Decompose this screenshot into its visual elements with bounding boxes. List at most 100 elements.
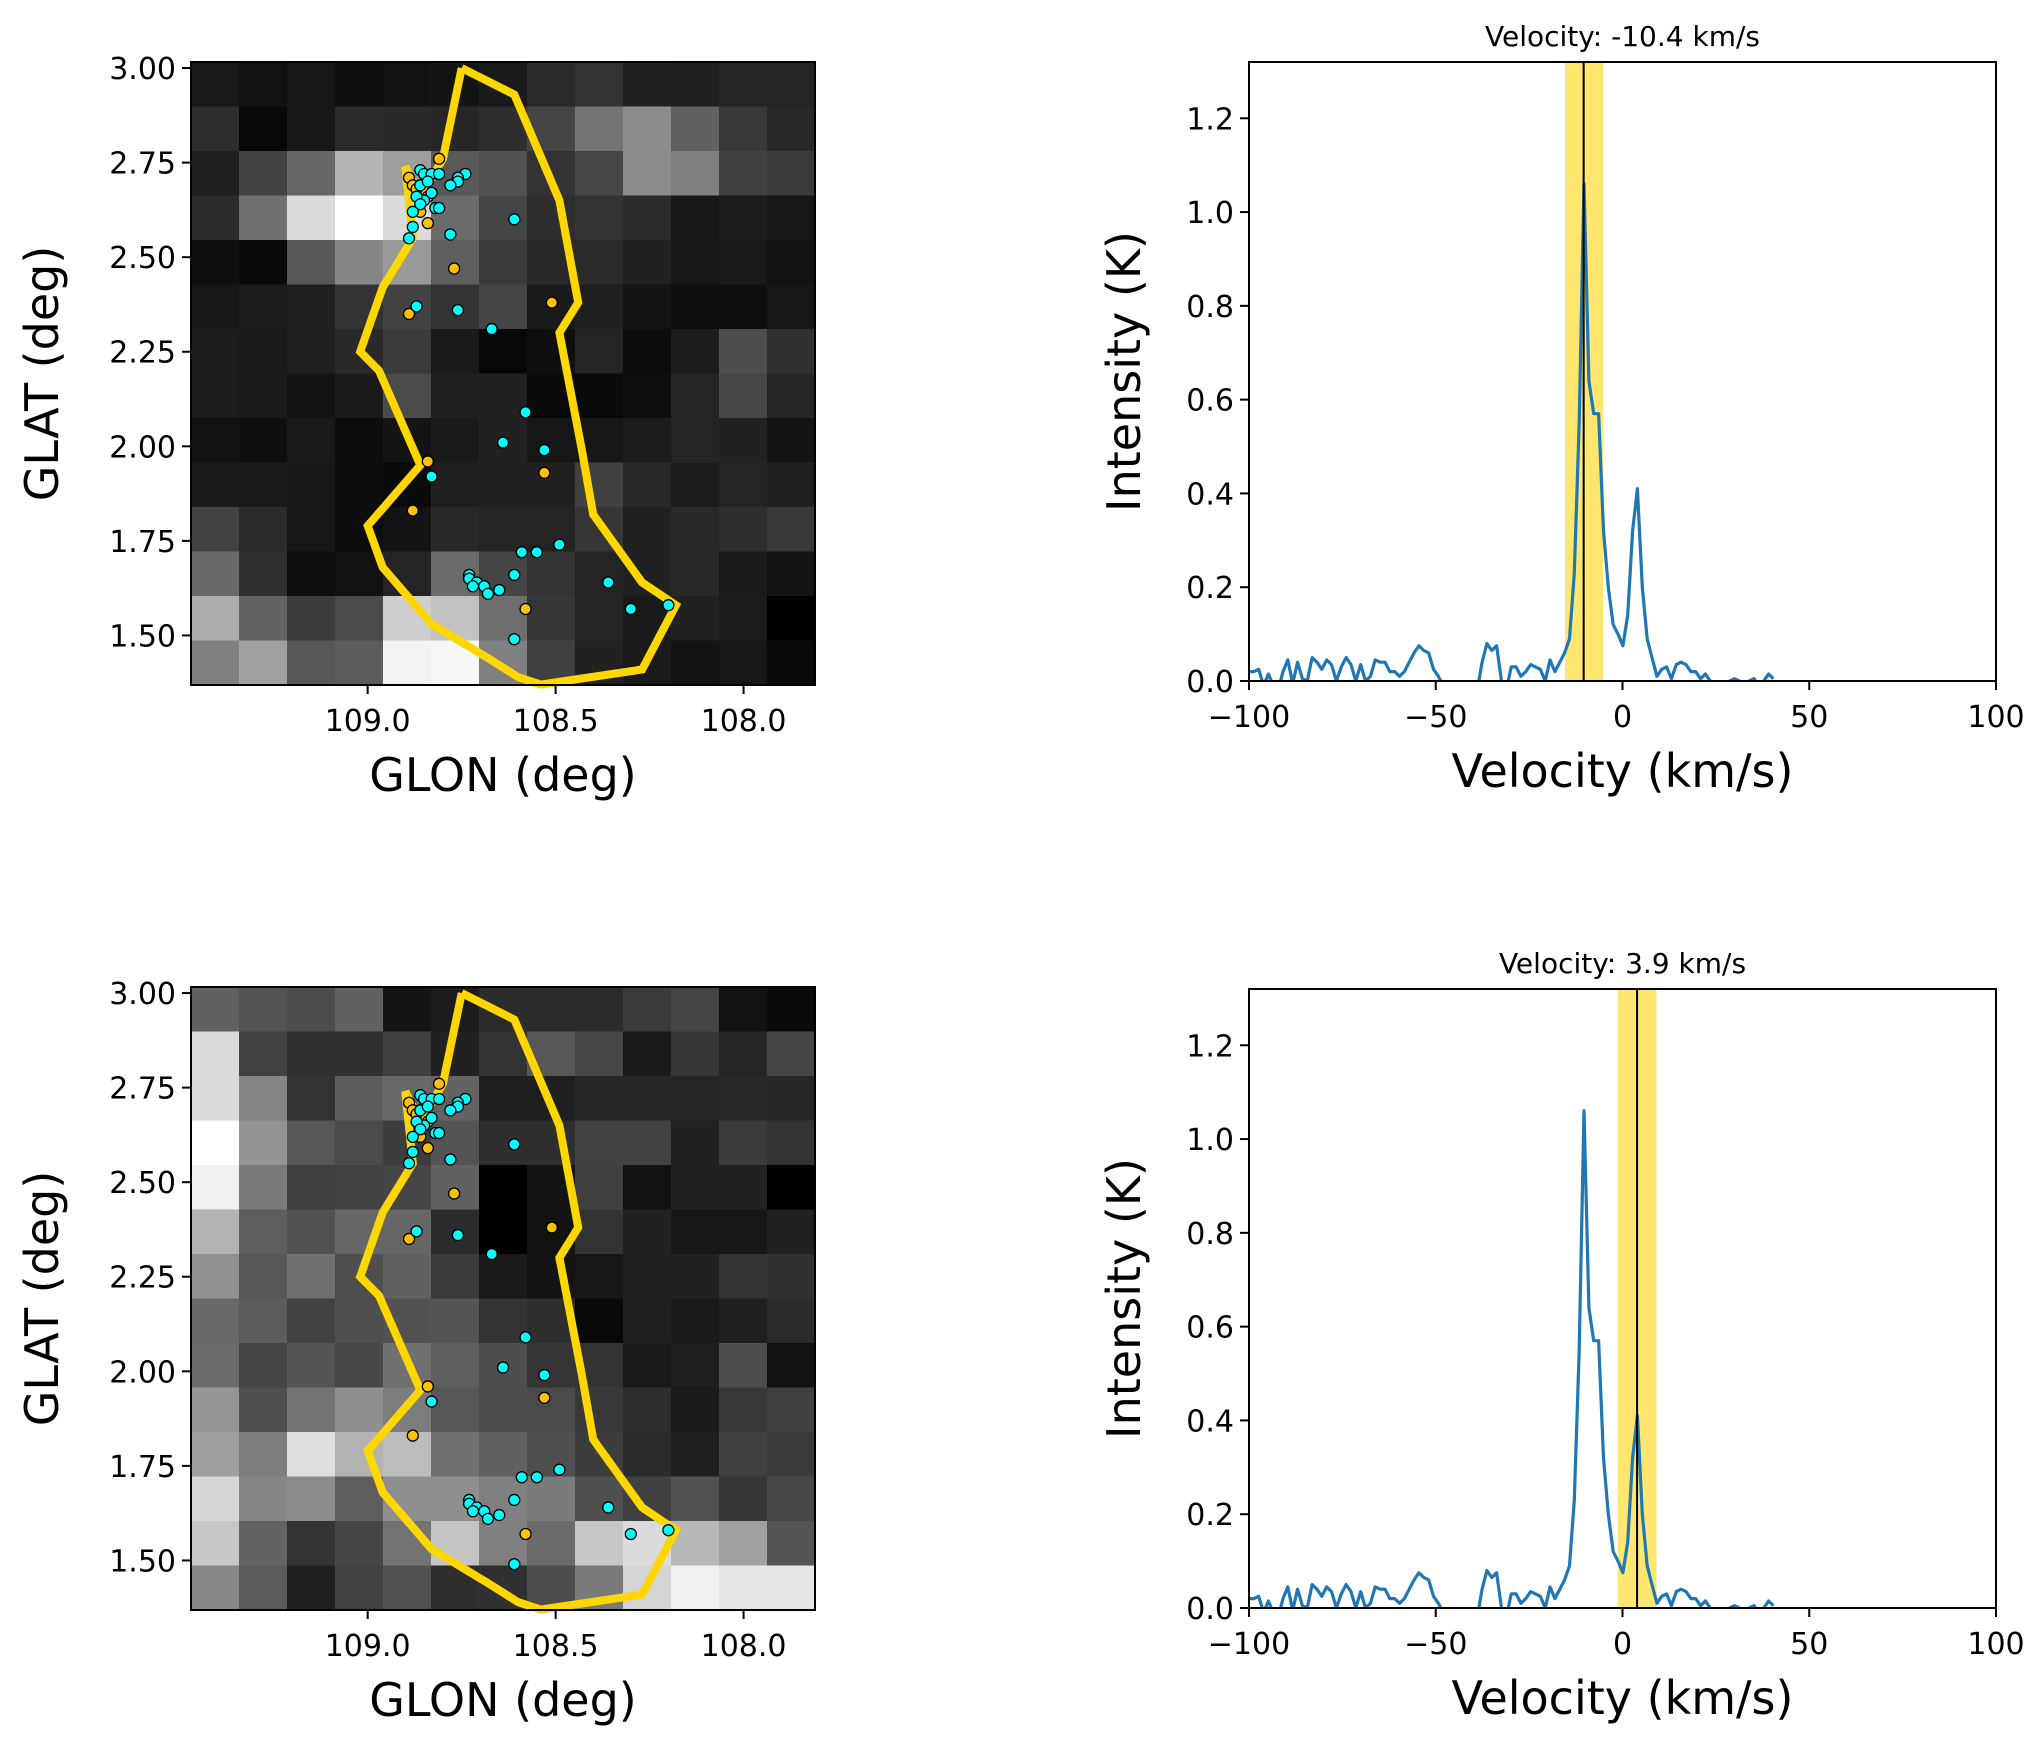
y-tick-label: 0.8 <box>1186 1217 1234 1252</box>
map-cell <box>287 62 336 108</box>
map-cell <box>671 1031 720 1077</box>
map-cell <box>671 507 720 553</box>
map-cell <box>623 106 672 152</box>
x-tick-label: 108.5 <box>513 704 599 739</box>
map-cell <box>335 106 384 152</box>
map-cell <box>527 987 576 1033</box>
map-cell <box>575 195 624 241</box>
map-cell <box>191 1209 240 1255</box>
cyan-source-point <box>530 546 543 559</box>
map-cell <box>191 373 240 419</box>
map-cell <box>575 151 624 197</box>
cyan-source-point <box>410 1225 423 1238</box>
cyan-source-point <box>515 1471 528 1484</box>
cyan-source-point <box>624 602 637 616</box>
map-cell <box>479 151 528 197</box>
map-cell <box>671 551 720 597</box>
map-cell <box>575 240 624 286</box>
map-cell <box>671 987 720 1033</box>
map-cell <box>431 418 480 464</box>
map-cell <box>239 1254 288 1300</box>
map-cell <box>767 151 816 197</box>
map-cell <box>719 507 768 553</box>
map-cell <box>671 329 720 375</box>
x-tick-label: 100 <box>1967 700 2024 735</box>
cyan-source-point <box>432 1092 446 1106</box>
cyan-source-point <box>602 576 615 589</box>
y-axis-label: Intensity (K) <box>1097 231 1151 512</box>
map-cell <box>335 1165 384 1211</box>
map-cell <box>335 1076 384 1122</box>
map-cell <box>335 195 384 241</box>
map-cell <box>191 987 240 1033</box>
map-cell <box>719 1165 768 1211</box>
map-cell <box>239 151 288 197</box>
cyan-source-point <box>508 633 521 646</box>
spectrum-line <box>1249 1109 1775 1608</box>
gold-source-point <box>432 152 446 165</box>
map-cell <box>767 507 816 553</box>
map-cell <box>719 462 768 508</box>
map-cell <box>767 640 816 686</box>
map-cell <box>767 1209 816 1255</box>
map-cell <box>191 329 240 375</box>
y-axis-label: GLAT (deg) <box>15 246 69 502</box>
cyan-source-point <box>451 1228 465 1242</box>
map-cell <box>239 195 288 241</box>
map-cell <box>191 1031 240 1077</box>
cyan-source-point <box>432 201 446 215</box>
map-cell <box>431 1521 480 1567</box>
x-tick-label: 108.0 <box>701 704 787 739</box>
map-cell <box>623 1387 672 1433</box>
map-cell <box>431 1254 480 1300</box>
map-cell <box>239 1432 288 1478</box>
map-cell <box>767 1432 816 1478</box>
x-tick-label: 100 <box>1967 1627 2024 1662</box>
cyan-source-point <box>662 1524 675 1537</box>
x-ticks: 109.0 108.5 108.0 <box>325 1610 787 1664</box>
y-tick-label: 1.50 <box>109 619 176 654</box>
map-cell <box>671 1165 720 1211</box>
map-cell <box>191 1254 240 1300</box>
map-cell <box>191 640 240 686</box>
map-cell <box>671 1076 720 1122</box>
map-cell <box>671 1120 720 1166</box>
map-cell <box>335 151 384 197</box>
map-cell <box>191 418 240 464</box>
map-cell <box>431 1387 480 1433</box>
cyan-source-point <box>519 1331 532 1344</box>
map-cell <box>767 329 816 375</box>
x-tick-label: −50 <box>1404 700 1467 735</box>
y-ticks: 3.00 2.75 2.50 2.25 2.00 1.75 1.50 <box>109 52 191 654</box>
map-cell <box>767 1031 816 1077</box>
map-cell <box>575 1031 624 1077</box>
x-ticks: 109.0 108.5 108.0 <box>325 685 787 739</box>
map-cell <box>287 987 336 1033</box>
map-cell <box>479 1432 528 1478</box>
map-cell <box>287 1432 336 1478</box>
cyan-source-point <box>406 1130 419 1143</box>
map-cell <box>671 1298 720 1344</box>
map-cell <box>527 1387 576 1433</box>
map-cell <box>191 195 240 241</box>
map-cell <box>719 1343 768 1389</box>
map-cell <box>671 106 720 152</box>
map-cell <box>239 373 288 419</box>
map-cell <box>671 240 720 286</box>
map-cell <box>239 462 288 508</box>
map-cell <box>527 1432 576 1478</box>
map-cell <box>527 462 576 508</box>
map-cell <box>383 507 432 553</box>
map-cell <box>287 1343 336 1389</box>
map-cell <box>479 1209 528 1255</box>
gold-source-point <box>519 602 532 616</box>
map-cell <box>191 1120 240 1166</box>
map-cell <box>623 329 672 375</box>
y-tick-label: 2.25 <box>109 336 176 371</box>
map-cell <box>767 596 816 642</box>
map-cell <box>719 418 768 464</box>
map-cell <box>767 1521 816 1567</box>
cyan-source-point <box>444 1104 457 1117</box>
y-tick-label: 0.0 <box>1186 665 1234 700</box>
map-cell <box>239 284 288 330</box>
